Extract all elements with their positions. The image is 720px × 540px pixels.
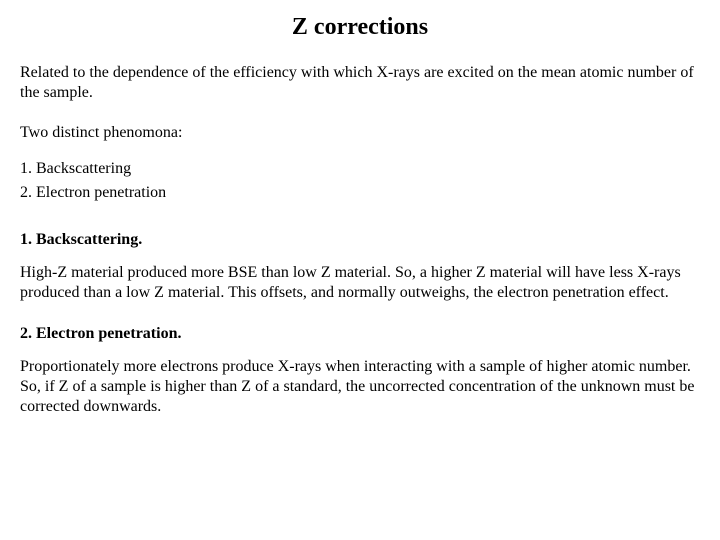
document-page: Z corrections Related to the dependence …: [0, 0, 720, 459]
list-item-2: 2. Electron penetration: [20, 183, 700, 203]
page-title: Z corrections: [20, 14, 700, 41]
phenomena-intro: Two distinct phenomona:: [20, 123, 700, 143]
intro-paragraph: Related to the dependence of the efficie…: [20, 63, 700, 103]
section-1-body: High-Z material produced more BSE than l…: [20, 263, 700, 303]
section-2-body: Proportionately more electrons produce X…: [20, 357, 700, 417]
section-2-heading: 2. Electron penetration.: [20, 325, 700, 343]
section-1-heading: 1. Backscattering.: [20, 231, 700, 249]
list-item-1: 1. Backscattering: [20, 159, 700, 179]
